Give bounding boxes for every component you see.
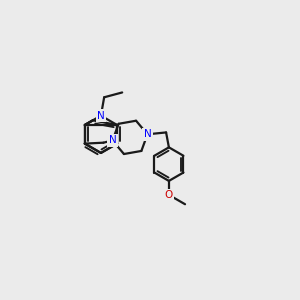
Text: N: N	[109, 135, 116, 146]
Text: N: N	[97, 111, 105, 121]
Text: N: N	[144, 129, 151, 139]
Text: O: O	[165, 190, 173, 200]
